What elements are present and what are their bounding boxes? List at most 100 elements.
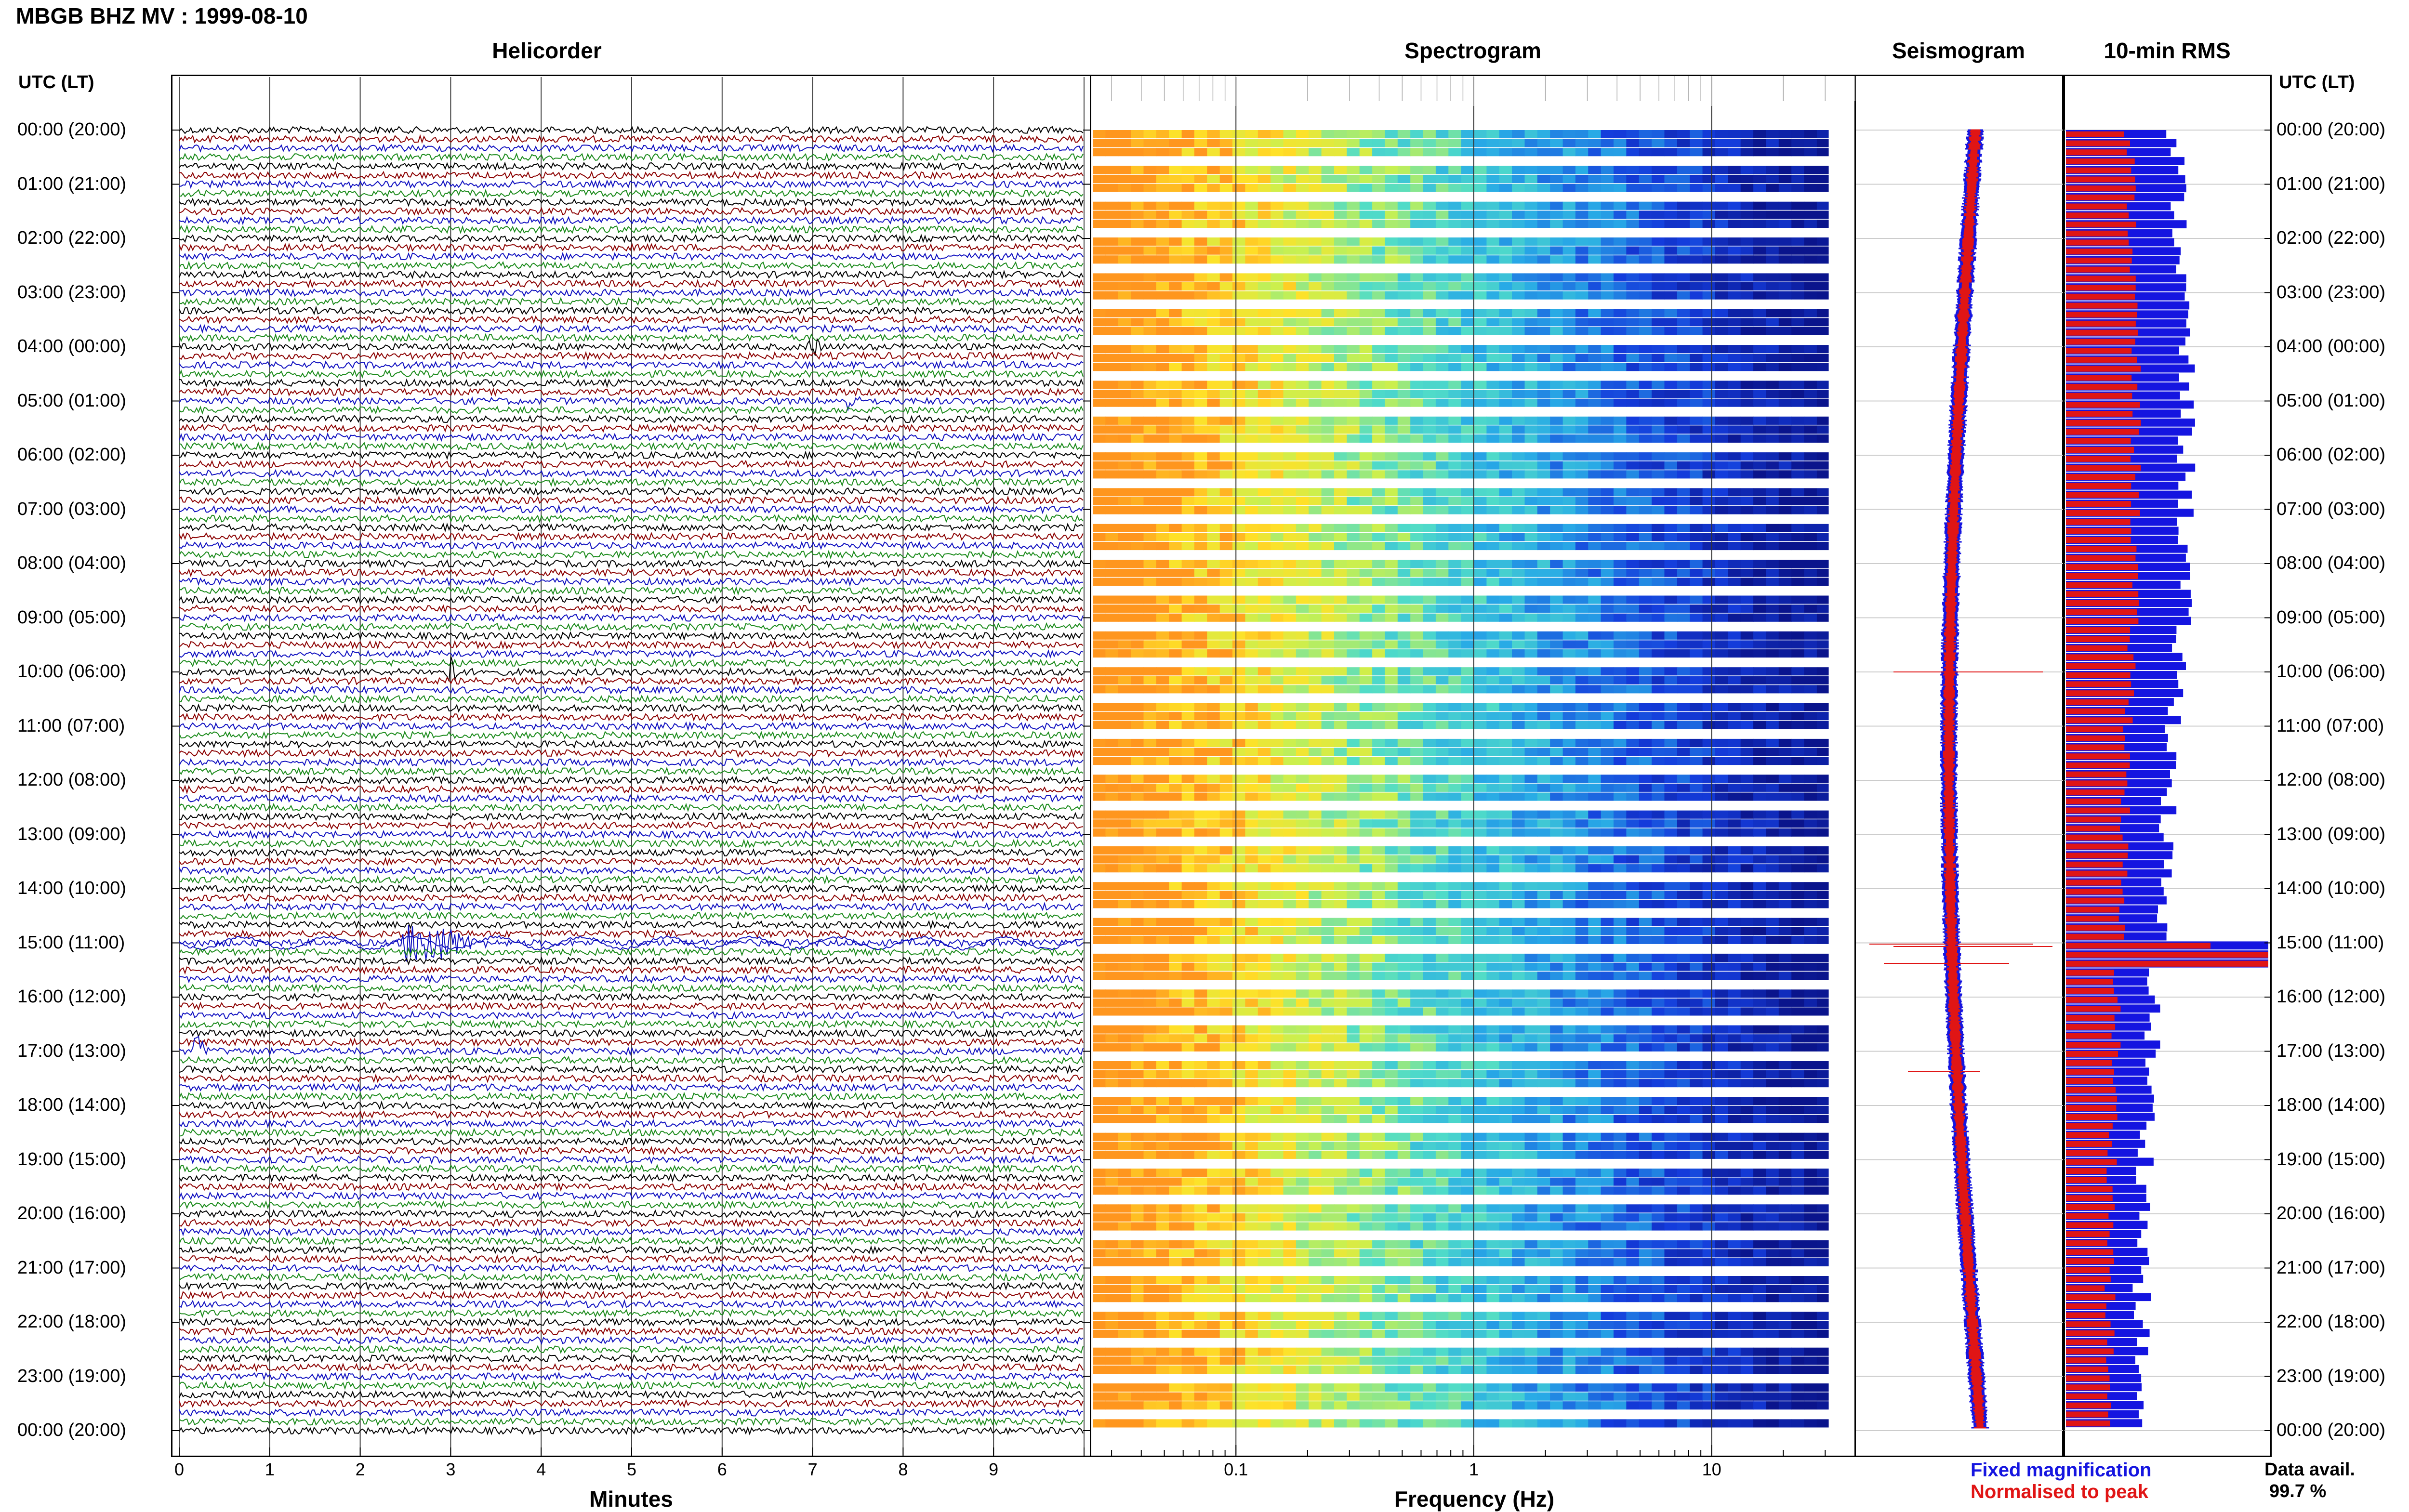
spectrogram-cell xyxy=(1397,148,1411,157)
spectrogram-cell xyxy=(1461,201,1474,210)
spectrogram-cell xyxy=(1778,935,1792,944)
spectrogram-cell xyxy=(1486,354,1500,362)
spectrogram-cell xyxy=(1486,640,1500,649)
spectrogram-cell xyxy=(1347,891,1360,899)
spectrogram-cell xyxy=(1181,1097,1195,1105)
spectrogram-cell xyxy=(1778,882,1792,891)
spectrogram-cell xyxy=(1512,568,1525,577)
spectrogram-cell xyxy=(1601,640,1614,649)
spectrogram-cell xyxy=(1271,497,1284,506)
spectrogram-cell xyxy=(1474,354,1487,362)
helicorder-trace xyxy=(179,622,1084,631)
spectrogram-cell xyxy=(1359,855,1373,864)
spectrogram-cell xyxy=(1385,130,1398,139)
spectrogram-cell xyxy=(1461,1070,1474,1078)
spectrogram-cell xyxy=(1715,703,1728,711)
spectrogram-cell xyxy=(1232,882,1245,891)
spectrogram-cell xyxy=(1448,703,1462,711)
spectrogram-cell xyxy=(1347,318,1360,327)
spectrogram-cell xyxy=(1614,219,1627,228)
spectrogram-cell xyxy=(1271,174,1284,183)
spectrogram-cell xyxy=(1435,855,1449,864)
spectrogram-row xyxy=(1093,757,1829,765)
spectrogram-cell xyxy=(1512,703,1525,711)
spectrogram-cell xyxy=(1334,631,1347,640)
spectrogram-cell xyxy=(1677,210,1690,219)
spectrogram-cell xyxy=(1410,497,1424,506)
spectrogram-cell xyxy=(1791,470,1805,479)
helicorder-trace xyxy=(179,947,1084,957)
spectrogram-cell xyxy=(1524,631,1538,640)
spectrogram-cell xyxy=(1728,210,1741,219)
spectrogram-cell xyxy=(1410,398,1424,407)
spectrogram-cell xyxy=(1257,461,1271,470)
spectrogram-cell xyxy=(1664,390,1678,398)
spectrogram-cell xyxy=(1791,542,1805,551)
spectrogram-cell xyxy=(1728,327,1741,335)
spectrogram-cell xyxy=(1372,524,1386,532)
helicorder-trace xyxy=(179,893,1084,903)
spectrogram-cell xyxy=(1448,757,1462,765)
spectrogram-cell xyxy=(1448,425,1462,434)
spectrogram-cell xyxy=(1816,219,1829,228)
spectrogram-cell xyxy=(1791,416,1805,425)
spectrogram-cell xyxy=(1601,667,1614,676)
helicorder-trace xyxy=(179,925,1084,962)
spectrogram-cell xyxy=(1372,354,1386,362)
spectrogram-cell xyxy=(1614,282,1627,291)
spectrogram-cell xyxy=(1283,398,1297,407)
spectrogram-cell xyxy=(1677,237,1690,246)
spectrogram-cell xyxy=(1118,1007,1131,1016)
spectrogram-cell xyxy=(1702,810,1716,819)
spectrogram-cell xyxy=(1105,345,1119,354)
spectrogram-cell xyxy=(1257,918,1271,926)
spectrogram-cell xyxy=(1410,568,1424,577)
spectrogram-cell xyxy=(1816,685,1829,694)
spectrogram-cell xyxy=(1461,649,1474,658)
spectrogram-cell xyxy=(1397,130,1411,139)
helicorder-trace xyxy=(179,387,1084,397)
spectrogram-cell xyxy=(1461,282,1474,291)
spectrogram-cell xyxy=(1524,935,1538,944)
spectrogram-cell xyxy=(1740,605,1754,613)
spectrogram-cell xyxy=(1562,605,1576,613)
spectrogram-cell xyxy=(1232,613,1245,622)
spectrogram-cell xyxy=(1740,819,1754,828)
spectrogram-cell xyxy=(1385,721,1398,729)
spectrogram-cell xyxy=(1562,1034,1576,1043)
spectrogram-cell xyxy=(1207,166,1220,174)
spectrogram-cell xyxy=(1271,972,1284,980)
spectrogram-cell xyxy=(1474,148,1487,157)
spectrogram-cell xyxy=(1486,667,1500,676)
spectrogram-cell xyxy=(1715,452,1728,461)
spectrogram-cell xyxy=(1118,935,1131,944)
spectrogram-cell xyxy=(1181,470,1195,479)
spectrogram-cell xyxy=(1385,488,1398,497)
spectrogram-cell xyxy=(1474,998,1487,1007)
spectrogram-cell xyxy=(1562,533,1576,541)
spectrogram-cell xyxy=(1766,461,1779,470)
spectrogram-cell xyxy=(1588,452,1602,461)
spectrogram-cell xyxy=(1321,506,1335,514)
spectrogram-cell xyxy=(1537,174,1550,183)
spectrogram-cell xyxy=(1232,533,1245,541)
spectrogram-cell xyxy=(1194,738,1207,747)
spectrogram-cell xyxy=(1778,139,1792,147)
spectrogram-cell xyxy=(1461,792,1474,801)
spectrogram-cell xyxy=(1753,953,1767,962)
spectrogram-cell xyxy=(1232,425,1245,434)
spectrogram-cell xyxy=(1385,1043,1398,1052)
spectrogram-cell xyxy=(1524,1034,1538,1043)
spectrogram-cell xyxy=(1715,237,1728,246)
spectrogram-cell xyxy=(1486,900,1500,908)
spectrogram-cell xyxy=(1118,488,1131,497)
spectrogram-cell xyxy=(1690,488,1703,497)
spectrogram-cell xyxy=(1740,935,1754,944)
spectrogram-cell xyxy=(1105,130,1119,139)
spectrogram-cell xyxy=(1194,1025,1207,1034)
spectrogram-cell xyxy=(1639,381,1652,389)
spectrogram-cell xyxy=(1664,166,1678,174)
spectrogram-cell xyxy=(1435,757,1449,765)
spectrogram-cell xyxy=(1575,219,1588,228)
spectrogram-cell xyxy=(1753,578,1767,586)
